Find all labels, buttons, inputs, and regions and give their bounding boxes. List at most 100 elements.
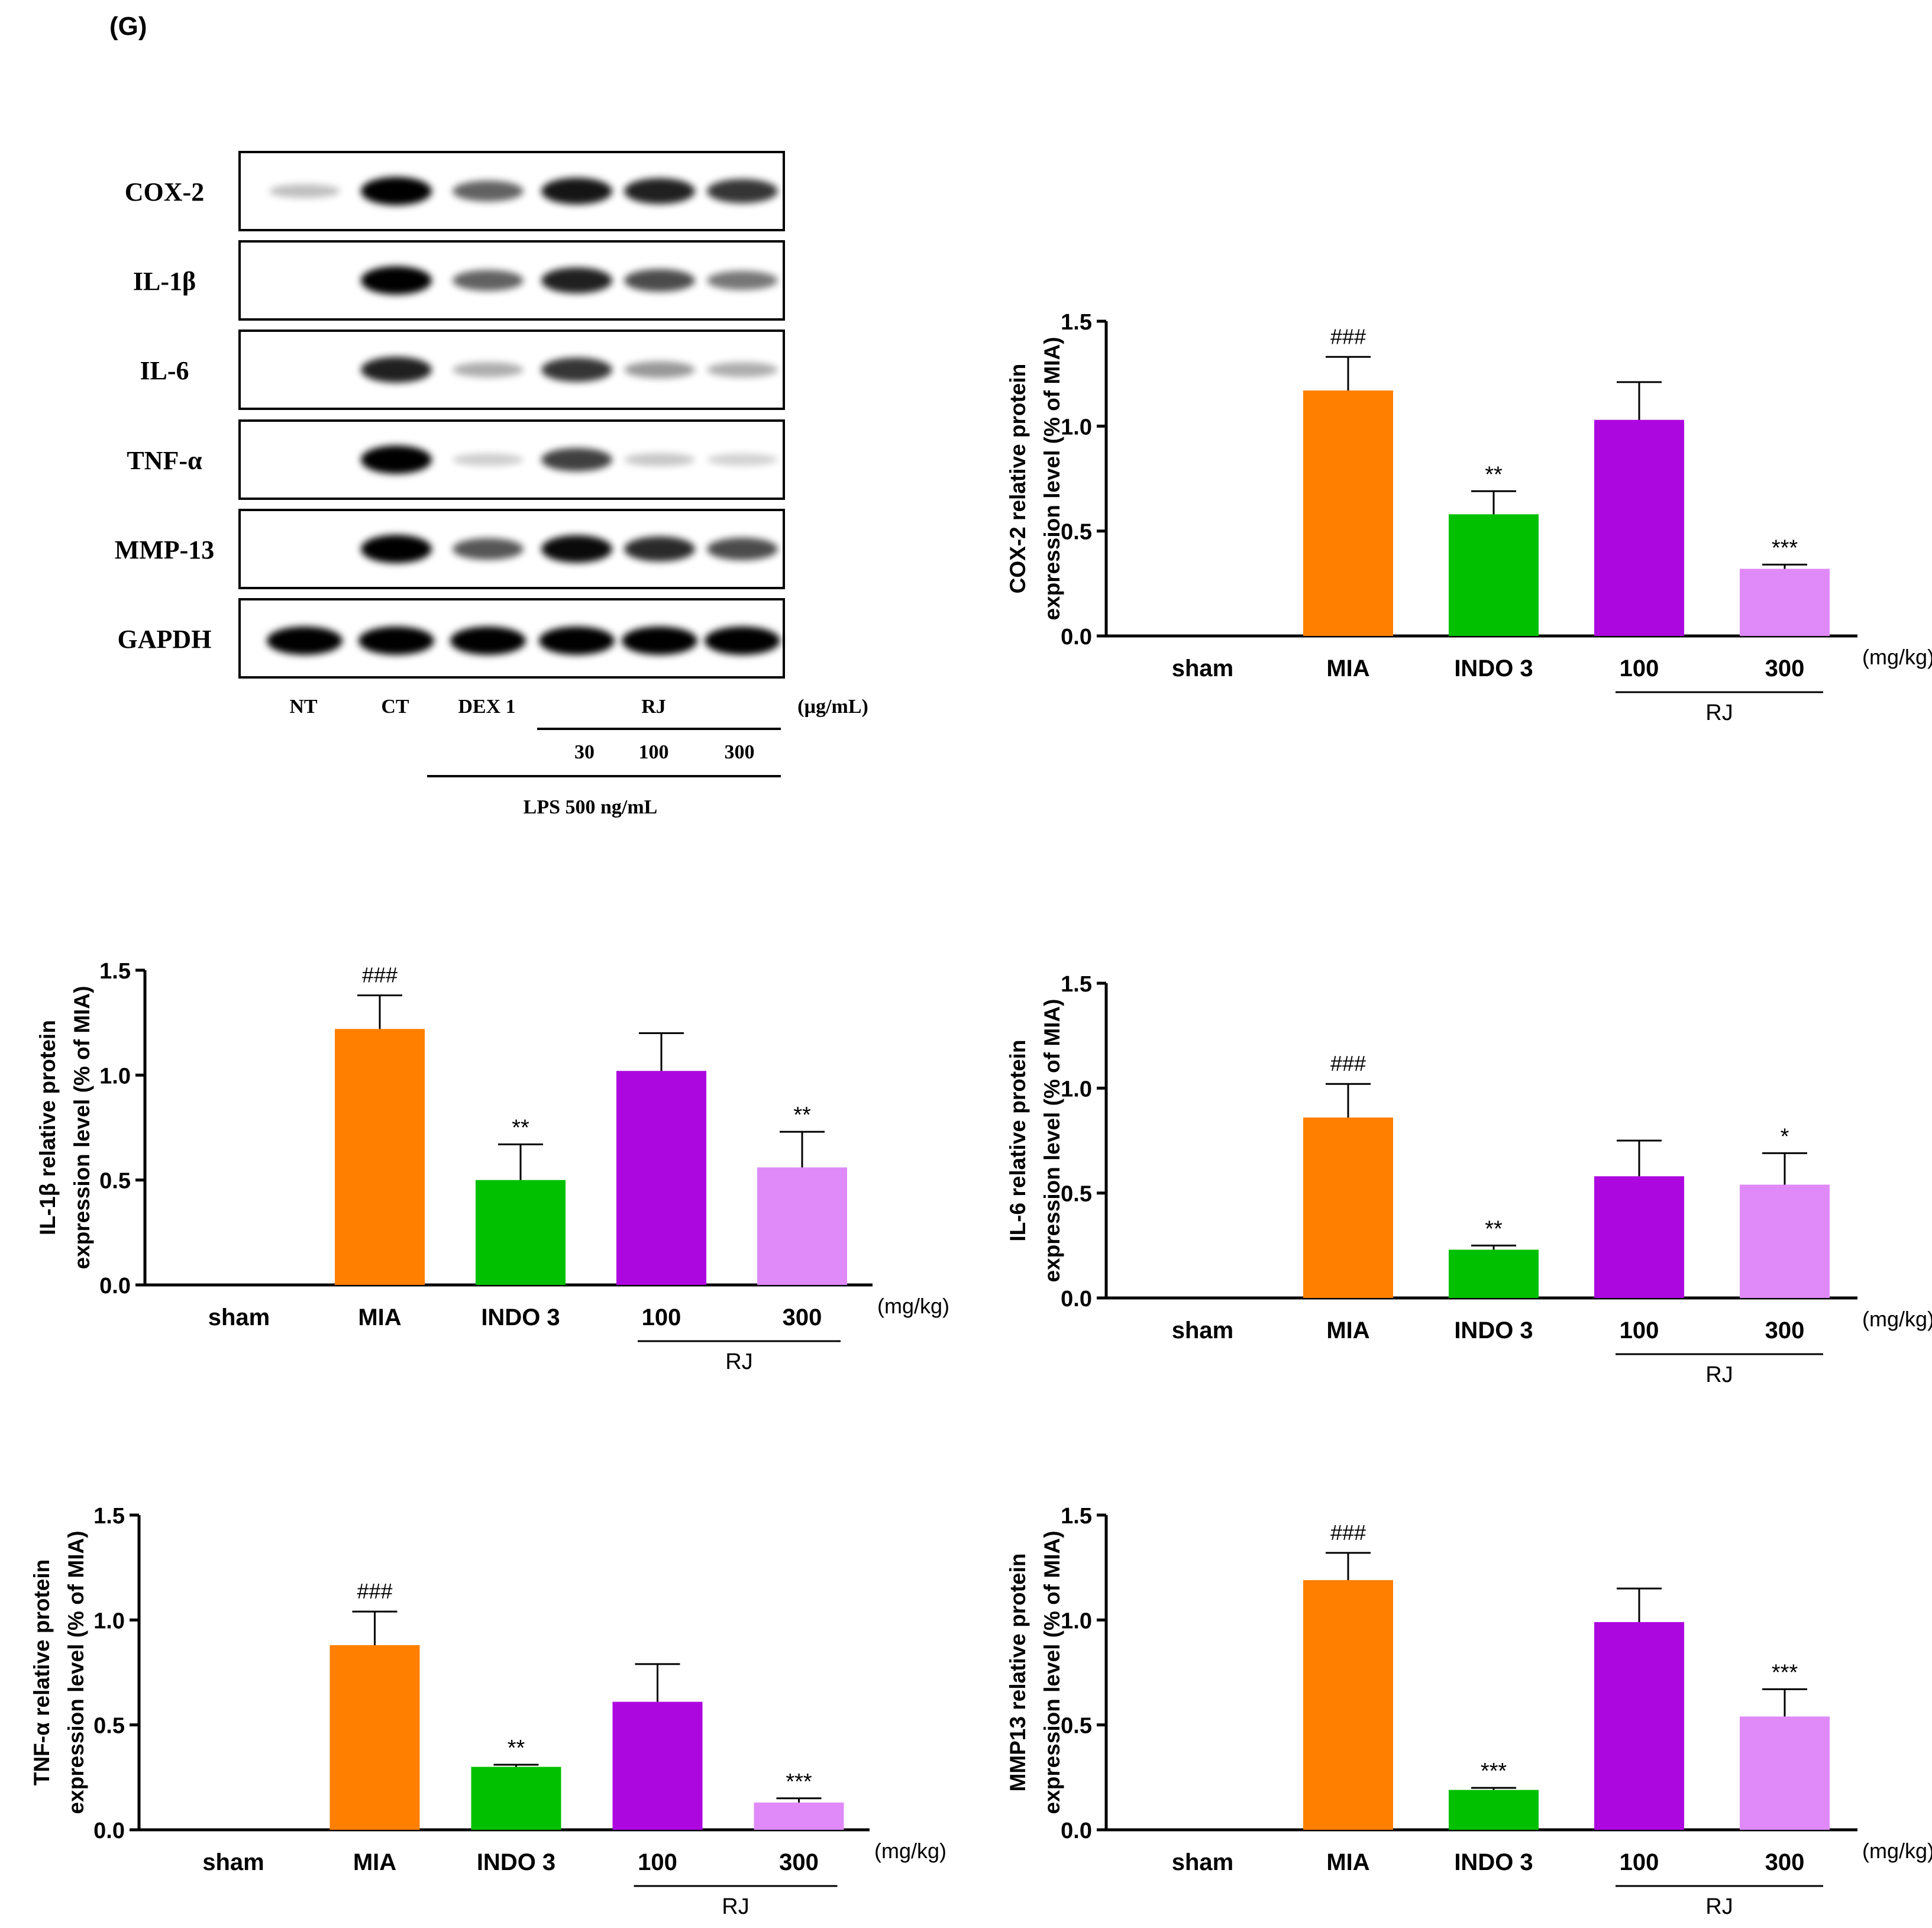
blot-lane-label: DEX 1 bbox=[458, 696, 515, 718]
blot-band bbox=[707, 270, 778, 290]
blot-protein-label: TNF-α bbox=[127, 446, 202, 475]
x-tick-label: sham bbox=[1172, 655, 1234, 682]
group-label: RJ bbox=[1705, 1362, 1733, 1387]
y-tick-label: 1.0 bbox=[1061, 1077, 1092, 1102]
y-axis-label-line2: expression level (% of MIA) bbox=[1040, 999, 1064, 1282]
x-tick-label: 300 bbox=[1765, 1849, 1805, 1875]
y-tick-label: 0.5 bbox=[1061, 1182, 1092, 1207]
bar-charts: 0.0 0.5 1.0 1.5 COX-2 relative protein expres… bbox=[30, 310, 1932, 1919]
blot-band bbox=[707, 453, 778, 466]
blot-lane-label: CT bbox=[381, 696, 409, 718]
bar-300 bbox=[1740, 1184, 1830, 1298]
y-tick-label: 1.0 bbox=[93, 1609, 125, 1633]
blot-band bbox=[267, 626, 343, 655]
blot-lane-label: NT bbox=[289, 696, 318, 718]
significance-label: ### bbox=[357, 1579, 392, 1603]
blot-protein-label: IL-1β bbox=[133, 267, 196, 296]
x-tick-label: 100 bbox=[1620, 1849, 1659, 1875]
blot-band bbox=[361, 357, 432, 383]
y-tick-label: 0.0 bbox=[1061, 625, 1092, 650]
blot-band bbox=[707, 179, 778, 204]
y-tick-label: 1.0 bbox=[1061, 415, 1092, 440]
blot-protein-label: COX-2 bbox=[125, 177, 204, 206]
x-tick-label: MIA bbox=[358, 1304, 401, 1330]
bar-100 bbox=[1594, 1176, 1684, 1298]
x-tick-label: MIA bbox=[1326, 655, 1369, 682]
significance-label: *** bbox=[1772, 535, 1798, 560]
bar-300 bbox=[1740, 569, 1830, 636]
x-tick-label: 300 bbox=[1765, 1317, 1805, 1344]
blot-band bbox=[707, 362, 778, 377]
x-tick-label: MIA bbox=[1326, 1849, 1369, 1875]
x-tick-label: sham bbox=[1172, 1317, 1234, 1344]
significance-label: ** bbox=[1485, 462, 1503, 487]
unit-label: (mg/kg) bbox=[877, 1294, 949, 1318]
y-axis-label-line2: expression level (% of MIA) bbox=[1040, 1530, 1064, 1814]
bar-300 bbox=[757, 1167, 847, 1285]
significance-label: ### bbox=[1330, 1520, 1366, 1545]
significance-label: ** bbox=[793, 1103, 811, 1128]
blot-protein-label: IL-6 bbox=[140, 356, 189, 385]
x-tick-label: sham bbox=[202, 1849, 264, 1875]
significance-label: *** bbox=[786, 1769, 812, 1794]
y-tick-label: 0.0 bbox=[99, 1274, 131, 1299]
bar-300 bbox=[754, 1802, 844, 1830]
significance-label: *** bbox=[1481, 1759, 1507, 1784]
significance-label: *** bbox=[1772, 1660, 1798, 1685]
group-label: RJ bbox=[722, 1894, 749, 1919]
y-tick-label: 1.5 bbox=[1061, 1504, 1092, 1529]
blot-band bbox=[624, 178, 695, 204]
y-tick-label: 0.5 bbox=[1061, 1714, 1092, 1739]
y-axis-label-line2: expression level (% of MIA) bbox=[1040, 337, 1064, 620]
chart-2: 0.0 0.5 1.0 1.5 IL-6 relative protein express… bbox=[1006, 972, 1932, 1387]
bar-indo-3 bbox=[1449, 1249, 1539, 1298]
y-axis-label-line1: IL-6 relative protein bbox=[1006, 1039, 1030, 1241]
blot-band bbox=[269, 184, 340, 198]
x-tick-label: MIA bbox=[353, 1849, 396, 1875]
blot-lps-label: LPS 500 ng/mL bbox=[524, 796, 658, 818]
x-tick-label: 100 bbox=[1620, 655, 1659, 682]
blot-band bbox=[624, 269, 695, 292]
bar-indo-3 bbox=[471, 1766, 561, 1830]
y-tick-label: 1.0 bbox=[99, 1064, 131, 1089]
x-tick-label: INDO 3 bbox=[481, 1304, 560, 1330]
group-label: RJ bbox=[1705, 1894, 1733, 1919]
blot-band bbox=[624, 361, 695, 379]
x-tick-label: 300 bbox=[1765, 655, 1805, 682]
bar-mia bbox=[335, 1029, 425, 1285]
unit-label: (mg/kg) bbox=[1862, 1839, 1932, 1863]
x-tick-label: sham bbox=[208, 1304, 270, 1330]
blot-protein-label: MMP-13 bbox=[115, 535, 215, 564]
blot-band bbox=[707, 537, 778, 561]
bar-300 bbox=[1740, 1716, 1830, 1830]
blot-band bbox=[624, 536, 695, 562]
bar-mia bbox=[1303, 390, 1393, 636]
x-tick-label: sham bbox=[1172, 1849, 1234, 1875]
y-tick-label: 1.5 bbox=[1061, 310, 1092, 335]
chart-1: 0.0 0.5 1.0 1.5 IL-1β relative protein expres… bbox=[35, 959, 949, 1374]
y-axis-label-line2: expression level (% of MIA) bbox=[64, 1530, 88, 1814]
y-axis-label-line1: COX-2 relative protein bbox=[1006, 364, 1030, 594]
panel-label: (G) bbox=[109, 12, 147, 41]
bar-indo-3 bbox=[1449, 514, 1539, 636]
chart-3: 0.0 0.5 1.0 1.5 TNF-α relative protein expres… bbox=[30, 1504, 946, 1919]
blot-band bbox=[358, 626, 434, 655]
y-tick-label: 0.0 bbox=[1061, 1287, 1092, 1312]
bar-100 bbox=[1594, 419, 1684, 636]
western-blot: COX-2 IL-1β IL-6 TNF-α MMP-13 GAPDH NT CT DEX 1 R… bbox=[115, 151, 868, 818]
blot-protein-label: GAPDH bbox=[118, 625, 212, 654]
significance-label: ### bbox=[362, 963, 398, 987]
y-axis-label-line1: MMP13 relative protein bbox=[1006, 1553, 1030, 1791]
unit-label: (mg/kg) bbox=[1862, 1307, 1932, 1331]
chart-0: 0.0 0.5 1.0 1.5 COX-2 relative protein expres… bbox=[1006, 310, 1932, 725]
chart-4: 0.0 0.5 1.0 1.5 MMP13 relative protein expres… bbox=[1006, 1504, 1932, 1919]
blot-dose-label: 30 bbox=[574, 741, 595, 763]
blot-band bbox=[453, 180, 524, 202]
blot-band bbox=[541, 535, 612, 563]
x-tick-label: 100 bbox=[642, 1304, 681, 1330]
y-tick-label: 1.5 bbox=[1061, 972, 1092, 997]
blot-band bbox=[622, 626, 697, 655]
blot-rj-label: RJ bbox=[641, 696, 666, 718]
y-tick-label: 1.5 bbox=[93, 1504, 125, 1529]
